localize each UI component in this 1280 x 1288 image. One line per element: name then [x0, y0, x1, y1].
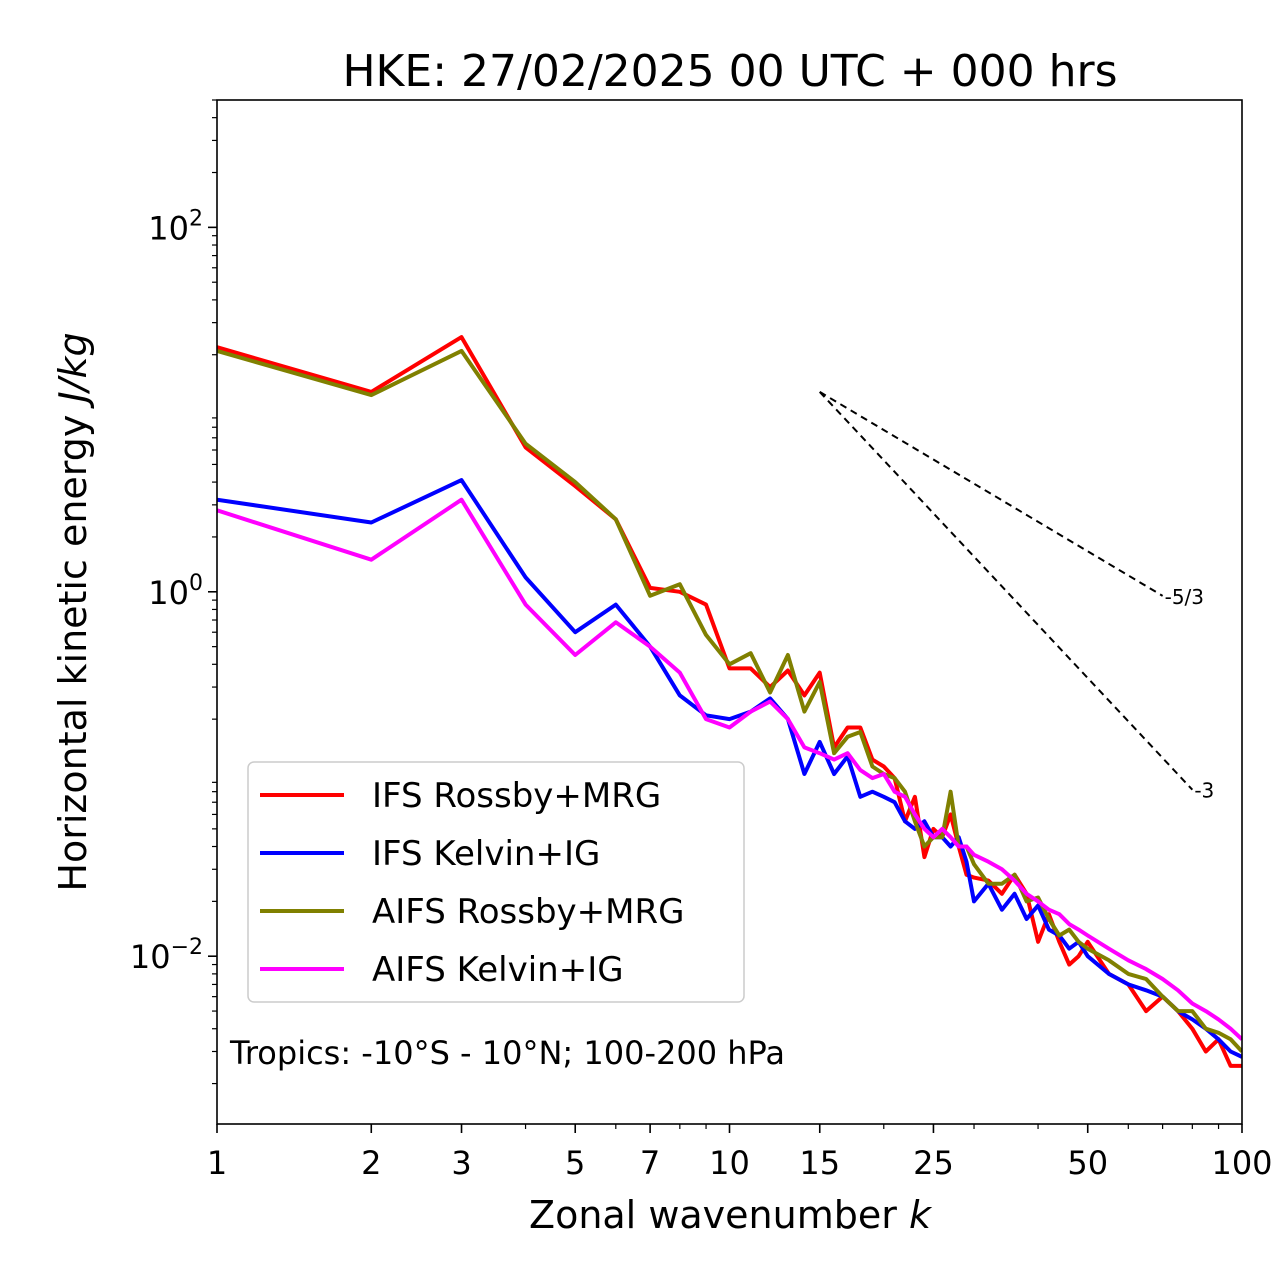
- plot-area: -5/3 -3: [217, 335, 1242, 1068]
- legend: IFS Rossby+MRG IFS Kelvin+IG AIFS Rossby+M…: [247, 761, 745, 1003]
- x-tick-label: 25: [913, 1144, 954, 1182]
- series-line: [217, 497, 1242, 1041]
- x-tick-label: 3: [451, 1144, 471, 1182]
- legend-label: AIFS Kelvin+IG: [372, 950, 624, 990]
- y-tick-label: 100: [148, 571, 203, 612]
- region-annotation: Tropics: -10°S - 10°N; 100-200 hPa: [229, 1034, 785, 1072]
- reference-line: [819, 391, 1194, 791]
- reference-line: [819, 391, 1164, 597]
- series-line: [217, 348, 1242, 1053]
- reference-line-label: -5/3: [1165, 585, 1204, 609]
- x-axis-label: Zonal wavenumber k: [529, 1193, 933, 1237]
- x-tick-label: 1: [207, 1144, 227, 1182]
- x-tick-label: 7: [640, 1144, 660, 1182]
- legend-label: IFS Kelvin+IG: [372, 834, 600, 874]
- legend-box: [247, 761, 745, 1003]
- y-tick-label: 102: [148, 206, 203, 247]
- legend-label: AIFS Rossby+MRG: [372, 892, 684, 932]
- x-tick-label: 5: [565, 1144, 585, 1182]
- y-axis-label: Horizontal kinetic energy J/kg: [51, 332, 95, 891]
- y-tick-label: 10−2: [130, 935, 203, 976]
- legend-label: IFS Rossby+MRG: [372, 776, 661, 816]
- axes: 1 2 3 5 7 10 15 25 50 100 102 100 10−2: [130, 99, 1273, 1182]
- reference-line-label: -3: [1194, 779, 1214, 803]
- chart-title: HKE: 27/02/2025 00 UTC + 000 hrs: [342, 46, 1117, 97]
- x-tick-label: 10: [709, 1144, 750, 1182]
- x-tick-label: 100: [1211, 1144, 1272, 1182]
- x-tick-label: 2: [361, 1144, 381, 1182]
- x-tick-label: 15: [799, 1144, 840, 1182]
- x-tick-label: 50: [1067, 1144, 1108, 1182]
